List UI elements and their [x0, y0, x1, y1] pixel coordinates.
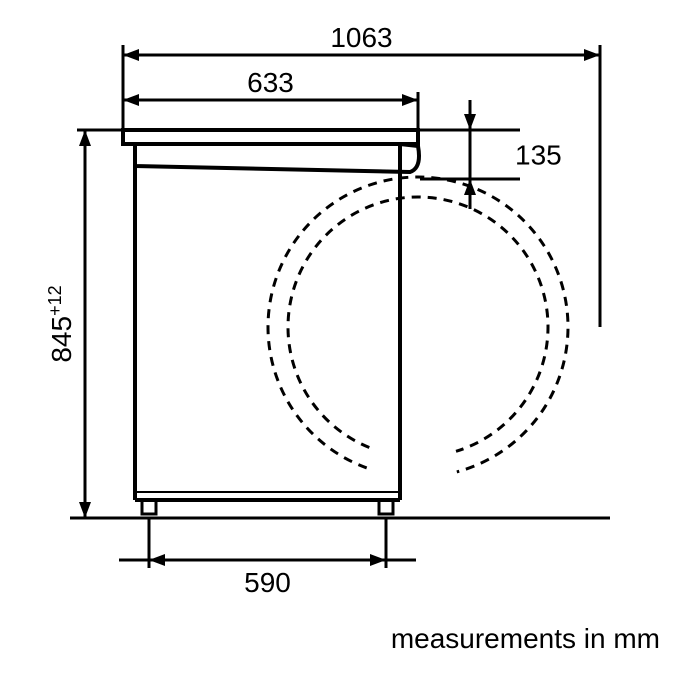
dim-label-top-strip: 135 [515, 140, 562, 171]
dim-label-height: 845+12 [45, 285, 77, 362]
dimension-overall-depth: 1063 [123, 22, 600, 135]
units-caption: measurements in mm [391, 623, 660, 654]
dimension-height: 845+12 [45, 130, 138, 518]
dimension-top-strip: 135 [415, 100, 562, 209]
appliance-body [123, 130, 419, 518]
dimension-body-depth: 633 [123, 67, 418, 135]
door-swing [268, 177, 568, 472]
dim-label-body-depth: 633 [247, 67, 294, 98]
dim-label-foot-spread: 590 [244, 567, 291, 598]
dimension-foot-spread: 590 [119, 518, 416, 598]
dim-label-overall-depth: 1063 [330, 22, 392, 53]
